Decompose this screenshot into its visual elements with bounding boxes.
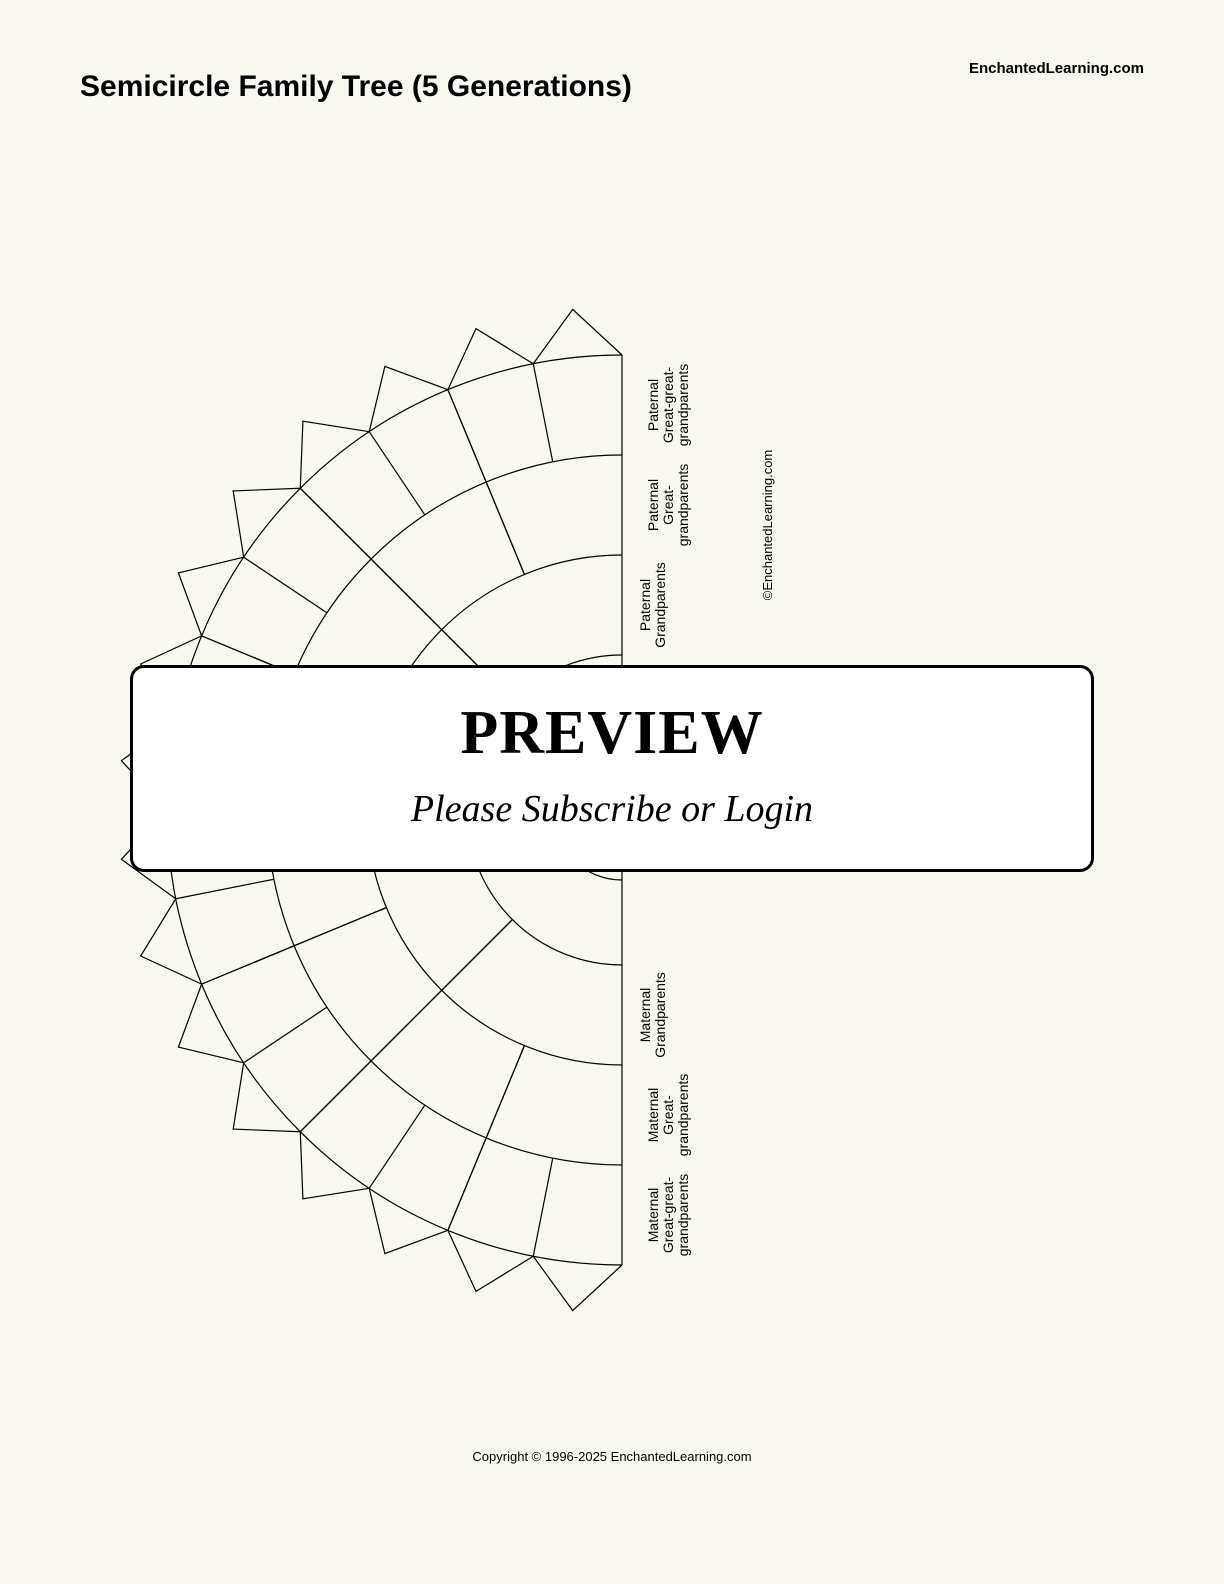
svg-text:PaternalGreat-great-grandparen: PaternalGreat-great-grandparents — [645, 364, 691, 447]
site-name-top: EnchantedLearning.com — [969, 60, 1144, 77]
svg-text:MaternalGreat-grandparents: MaternalGreat-grandparents — [645, 1074, 691, 1157]
svg-text:©EnchantedLearning.com: ©EnchantedLearning.com — [760, 450, 775, 601]
page-title: Semicircle Family Tree (5 Generations) — [80, 70, 632, 104]
preview-subtitle: Please Subscribe or Login — [153, 787, 1071, 831]
footer-copyright: Copyright © 1996-2025 EnchantedLearning.… — [0, 1449, 1224, 1464]
svg-text:PaternalGrandparents: PaternalGrandparents — [637, 562, 668, 648]
preview-overlay: PREVIEW Please Subscribe or Login — [130, 665, 1094, 872]
svg-text:MaternalGrandparents: MaternalGrandparents — [637, 972, 668, 1058]
svg-text:PaternalGreat-grandparents: PaternalGreat-grandparents — [645, 464, 691, 547]
svg-text:MaternalGreat-great-grandparen: MaternalGreat-great-grandparents — [645, 1174, 691, 1257]
preview-title: PREVIEW — [153, 698, 1071, 769]
